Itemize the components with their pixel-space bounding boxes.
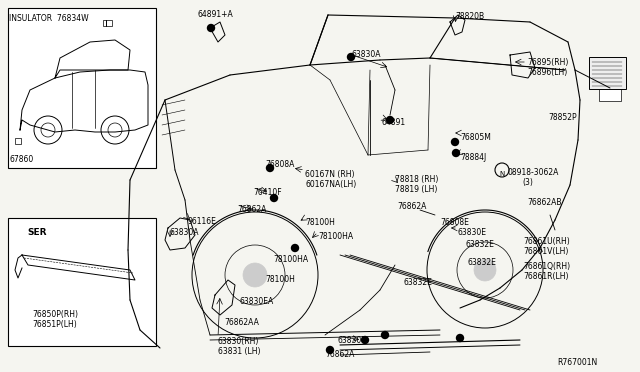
- Circle shape: [381, 331, 388, 339]
- Text: 96116E: 96116E: [187, 217, 216, 226]
- Text: 76808E: 76808E: [440, 218, 469, 227]
- FancyBboxPatch shape: [8, 8, 156, 168]
- Text: 78100HA: 78100HA: [318, 232, 353, 241]
- Circle shape: [348, 54, 355, 61]
- Text: 63830E: 63830E: [458, 228, 487, 237]
- Text: 78819 (LH): 78819 (LH): [395, 185, 437, 194]
- Text: 76861Q(RH): 76861Q(RH): [523, 262, 570, 271]
- Circle shape: [362, 337, 369, 343]
- Text: 76861R(LH): 76861R(LH): [523, 272, 568, 281]
- Text: 78820B: 78820B: [455, 12, 484, 21]
- FancyBboxPatch shape: [599, 74, 621, 101]
- Circle shape: [387, 116, 394, 124]
- Text: (3): (3): [522, 178, 533, 187]
- Text: 63830(RH): 63830(RH): [218, 337, 259, 346]
- Text: 67860: 67860: [9, 155, 33, 164]
- Circle shape: [207, 25, 214, 32]
- Text: 63832E: 63832E: [465, 240, 494, 249]
- Text: 78100H: 78100H: [265, 275, 295, 284]
- Text: 78852P: 78852P: [548, 113, 577, 122]
- FancyBboxPatch shape: [589, 57, 626, 89]
- Text: SER: SER: [27, 228, 47, 237]
- Bar: [15, 138, 21, 144]
- Text: 63832E: 63832E: [468, 258, 497, 267]
- Circle shape: [451, 138, 458, 145]
- Circle shape: [291, 244, 298, 251]
- Circle shape: [474, 259, 496, 281]
- Text: 76895(RH): 76895(RH): [527, 58, 568, 67]
- Text: 76862AB: 76862AB: [527, 198, 561, 207]
- Circle shape: [326, 346, 333, 353]
- Text: 76862A: 76862A: [325, 350, 355, 359]
- Text: 63830EA: 63830EA: [240, 297, 275, 306]
- Text: 76861U(RH): 76861U(RH): [523, 237, 570, 246]
- Text: 78100H: 78100H: [305, 218, 335, 227]
- Text: 63832E: 63832E: [403, 278, 432, 287]
- Text: 78818 (RH): 78818 (RH): [395, 175, 438, 184]
- Text: 64891+A: 64891+A: [198, 10, 234, 19]
- Text: 76862AA: 76862AA: [224, 318, 259, 327]
- Circle shape: [243, 263, 267, 287]
- Text: INSULATOR  76834W: INSULATOR 76834W: [9, 14, 88, 23]
- Text: 63830A: 63830A: [170, 228, 200, 237]
- Text: 76808A: 76808A: [265, 160, 294, 169]
- Circle shape: [266, 164, 273, 171]
- Text: 76862A: 76862A: [397, 202, 426, 211]
- Text: 08918-3062A: 08918-3062A: [508, 168, 559, 177]
- Text: 60167NA(LH): 60167NA(LH): [305, 180, 356, 189]
- Text: 76851P(LH): 76851P(LH): [32, 320, 77, 329]
- Circle shape: [456, 334, 463, 341]
- Text: 78884J: 78884J: [460, 153, 486, 162]
- Text: 60167N (RH): 60167N (RH): [305, 170, 355, 179]
- Text: R767001N: R767001N: [557, 358, 598, 367]
- Circle shape: [271, 195, 278, 202]
- Circle shape: [452, 150, 460, 157]
- Text: 76861V(LH): 76861V(LH): [523, 247, 568, 256]
- Text: 76896(LH): 76896(LH): [527, 68, 567, 77]
- FancyBboxPatch shape: [8, 218, 156, 346]
- Text: N: N: [499, 171, 504, 177]
- Text: 78100HA: 78100HA: [273, 255, 308, 264]
- Text: 63830A: 63830A: [352, 50, 381, 59]
- Bar: [103, 20, 112, 26]
- Text: 76805M: 76805M: [460, 133, 491, 142]
- Text: 76862A: 76862A: [237, 205, 266, 214]
- Text: 64891: 64891: [382, 118, 406, 127]
- Text: 63830E: 63830E: [338, 336, 367, 345]
- Text: 63831 (LH): 63831 (LH): [218, 347, 260, 356]
- Text: 76850P(RH): 76850P(RH): [32, 310, 78, 319]
- Text: 76410F: 76410F: [253, 188, 282, 197]
